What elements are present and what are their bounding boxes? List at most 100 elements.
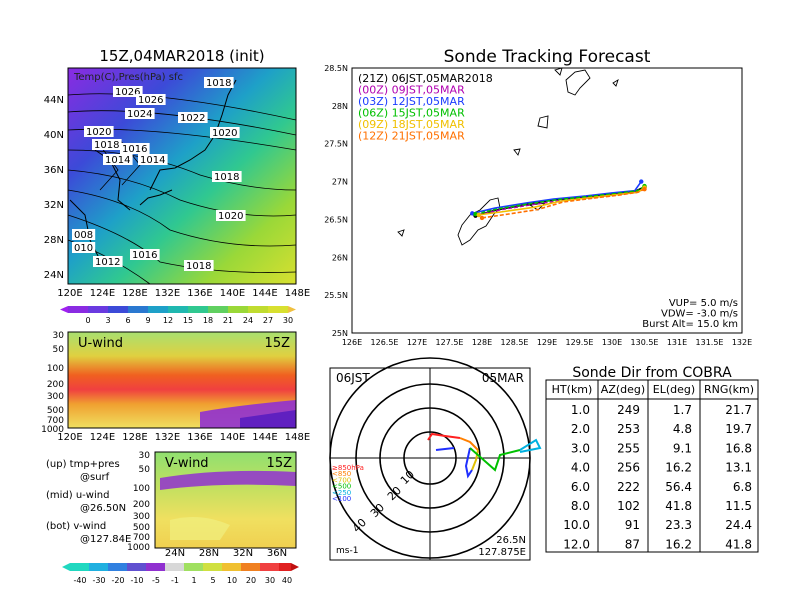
height-legend-item: <100 bbox=[332, 495, 351, 503]
table-cell: 11.5 bbox=[725, 499, 752, 513]
uwind-x-tick: 120E bbox=[57, 432, 82, 443]
uwind-y-tick: 300 bbox=[47, 392, 64, 402]
isobar-label: 1020 bbox=[218, 211, 243, 222]
table-cell: 16.8 bbox=[725, 441, 752, 455]
isobar-label: 1014 bbox=[105, 155, 130, 166]
wind-colorbar-tick: -20 bbox=[111, 576, 124, 585]
vwind-y-tick: 500 bbox=[133, 523, 150, 533]
tracking-x-ticks: 126E 126.5E 127E 127.5E 128E 128.5E 129E 129.5E… bbox=[342, 338, 752, 347]
table-title: Sonde Dir from COBRA bbox=[572, 365, 732, 381]
wind-colorbar-tick: 20 bbox=[246, 576, 256, 585]
table-cell: 253 bbox=[617, 422, 640, 436]
vwind-y-tick: 1000 bbox=[127, 543, 150, 553]
tracking-legend-item: (12Z) 21JST,05MAR bbox=[358, 130, 465, 143]
table-cell: 21.7 bbox=[725, 403, 752, 417]
table-cell: 87 bbox=[625, 537, 640, 551]
temperature-colorbar-tick: 3 bbox=[105, 316, 110, 325]
vwind-panel bbox=[154, 451, 297, 549]
vwind-x-tick: 36N bbox=[267, 548, 287, 559]
polar-lon: 127.875E bbox=[478, 547, 526, 558]
isobar-label: 1022 bbox=[180, 113, 205, 124]
height-legend-item: <700 bbox=[332, 476, 351, 484]
table-cell: 12.0 bbox=[563, 537, 590, 551]
tracking-x-tick: 129E bbox=[537, 338, 557, 347]
isobar-label: 1016 bbox=[132, 250, 157, 261]
temperature-colorbar bbox=[60, 306, 296, 313]
table-cell: 16.2 bbox=[665, 461, 692, 475]
map-x-tick: 128E bbox=[122, 288, 147, 299]
uwind-x-tick: 148E bbox=[285, 432, 310, 443]
isobar-label: 1018 bbox=[206, 78, 231, 89]
temperature-colorbar-tick: 24 bbox=[243, 316, 253, 325]
isobar-label: 1018 bbox=[214, 172, 239, 183]
wind-colorbar-ticks: -40 -30 -20 -10 -5 -1 1 5 10 20 30 40 bbox=[73, 576, 292, 585]
panel-note: (up) tmp+pres bbox=[46, 459, 120, 470]
tracking-x-tick: 127.5E bbox=[436, 338, 464, 347]
table-header-cell: HT(km) bbox=[552, 383, 593, 396]
tracking-parameter: Burst Alt= 15.0 km bbox=[642, 319, 738, 330]
tracking-x-tick: 131E bbox=[667, 338, 687, 347]
tracking-legend-item: (00Z) 09JST,05MAR bbox=[358, 84, 465, 97]
wind-colorbar-tick: 1 bbox=[191, 576, 196, 585]
uwind-y-tick: 1000 bbox=[41, 425, 64, 435]
table-cell: 91 bbox=[625, 518, 640, 532]
wind-colorbar-tick: 40 bbox=[282, 576, 292, 585]
isobar-label: 1012 bbox=[95, 257, 120, 268]
tracking-x-tick: 126E bbox=[342, 338, 362, 347]
tracking-x-tick: 131.5E bbox=[696, 338, 724, 347]
table-cell: 102 bbox=[617, 499, 640, 513]
temperature-colorbar-tick: 30 bbox=[283, 316, 293, 325]
polar-lat: 26.5N bbox=[496, 535, 526, 546]
wind-colorbar-tick: -1 bbox=[171, 576, 179, 585]
table-cell: 41.8 bbox=[665, 499, 692, 513]
map-variable-label: Temp(C),Pres(hPa) sfc bbox=[73, 72, 183, 83]
height-legend-item: <500 bbox=[332, 483, 351, 491]
tracking-legend: (21Z) 06JST,05MAR2018(00Z) 09JST,05MAR(0… bbox=[358, 72, 493, 143]
uwind-x-tick: 124E bbox=[90, 432, 115, 443]
wind-colorbar-tick: -40 bbox=[73, 576, 86, 585]
table-cell: 24.4 bbox=[725, 518, 752, 532]
map-y-tick: 24N bbox=[44, 270, 64, 281]
wind-hodograph bbox=[427, 432, 542, 479]
isobar-label: 1018 bbox=[186, 261, 211, 272]
tracking-y-tick: 27.5N bbox=[324, 140, 348, 149]
table-cell: 6.0 bbox=[571, 480, 590, 494]
isobar-label: 1018 bbox=[94, 140, 119, 151]
table-cell: 8.0 bbox=[571, 499, 590, 513]
map-y-tick: 36N bbox=[44, 165, 64, 176]
uwind-x-tick: 140E bbox=[220, 432, 245, 443]
tracking-x-tick: 129.5E bbox=[566, 338, 594, 347]
tracking-y-tick: 27N bbox=[332, 178, 348, 187]
isobar-label: 1020 bbox=[212, 128, 237, 139]
uwind-x-ticks: 120E 124E 128E 132E 136E 140E 144E 148E bbox=[57, 432, 310, 443]
isobar-label: 008 bbox=[74, 230, 93, 241]
vwind-y-tick: 100 bbox=[133, 484, 150, 494]
vwind-time: 15Z bbox=[267, 456, 293, 471]
map-y-tick: 28N bbox=[44, 235, 64, 246]
map-x-ticks: 120E 124E 128E 132E 136E 140E 144E 148E bbox=[57, 288, 310, 299]
map-x-tick: 144E bbox=[252, 288, 277, 299]
temperature-colorbar-tick: 18 bbox=[203, 316, 213, 325]
wind-colorbar-tick: -5 bbox=[152, 576, 160, 585]
table-cell: 1.0 bbox=[571, 403, 590, 417]
isobar-label: 010 bbox=[74, 243, 93, 254]
temperature-colorbar-tick: 15 bbox=[183, 316, 193, 325]
vwind-y-tick: 50 bbox=[139, 465, 151, 475]
tracking-legend-item: (03Z) 12JST,05MAR bbox=[358, 95, 465, 108]
sonde-track-line bbox=[481, 188, 645, 219]
table-cell: 3.0 bbox=[571, 441, 590, 455]
polar-rings bbox=[329, 357, 531, 560]
temperature-colorbar-tick: 6 bbox=[125, 316, 130, 325]
table-cell: 1.7 bbox=[673, 403, 692, 417]
map-y-tick: 32N bbox=[44, 200, 64, 211]
table-header-cell: AZ(deg) bbox=[601, 383, 645, 396]
panel-note: (bot) v-wind bbox=[46, 521, 106, 532]
sonde-burst-point bbox=[642, 186, 647, 192]
table-cell: 41.8 bbox=[725, 537, 752, 551]
uwind-x-tick: 132E bbox=[155, 432, 180, 443]
temperature-colorbar-tick: 21 bbox=[223, 316, 233, 325]
tracking-parameter: VUP= 5.0 m/s bbox=[669, 298, 738, 309]
tracking-y-tick: 25.5N bbox=[324, 291, 348, 300]
vwind-x-tick: 32N bbox=[233, 548, 253, 559]
